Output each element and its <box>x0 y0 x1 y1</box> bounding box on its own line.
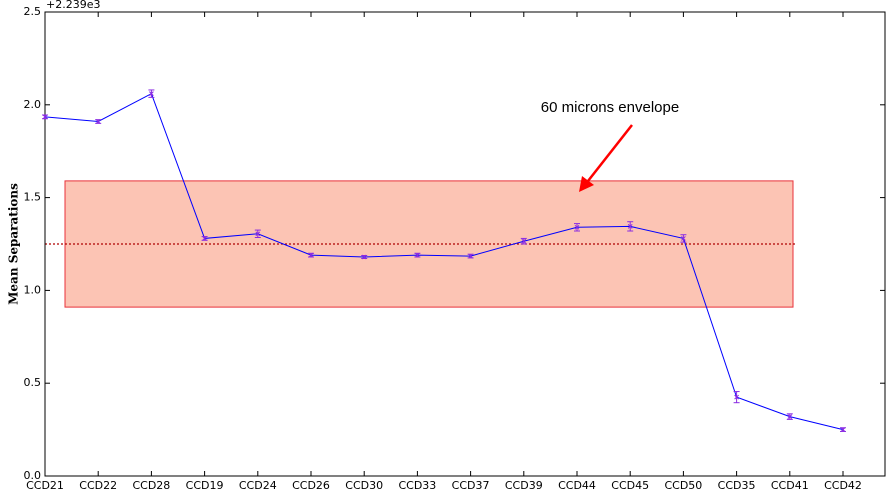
data-point <box>95 119 101 124</box>
data-point <box>840 427 846 432</box>
data-point <box>681 236 686 241</box>
y-axis-label: Mean Separations <box>7 183 21 305</box>
x-tick-label: CCD35 <box>718 479 756 492</box>
data-point <box>787 414 793 419</box>
arrow-head <box>579 176 594 192</box>
data-point <box>42 114 48 120</box>
y-tick-label: 1.5 <box>24 191 42 204</box>
x-tick-label: CCD45 <box>611 479 649 492</box>
x-tick-label: CCD39 <box>505 479 543 492</box>
data-point <box>574 224 580 230</box>
x-tick-label: CCD41 <box>771 479 809 492</box>
x-tick-label: CCD28 <box>132 479 170 492</box>
x-tick-label: CCD37 <box>452 479 490 492</box>
data-point <box>361 254 367 260</box>
y-tick-label: 2.0 <box>24 98 42 111</box>
offset-text: +2.239e3 <box>46 0 100 11</box>
x-tick-label: CCD30 <box>345 479 383 492</box>
data-point <box>734 394 739 400</box>
y-tick-label: 0.0 <box>24 469 42 482</box>
x-tick-label: CCD42 <box>824 479 862 492</box>
x-tick-label: CCD26 <box>292 479 330 492</box>
data-point <box>255 231 261 237</box>
y-tick-label: 1.0 <box>24 283 42 296</box>
x-tick-label: CCD50 <box>664 479 702 492</box>
x-tick-label: CCD19 <box>186 479 224 492</box>
data-point <box>468 253 473 259</box>
plot-frame <box>44 11 886 477</box>
x-tick-label: CCD21 <box>26 479 64 492</box>
data-point <box>149 91 154 97</box>
data-point <box>308 252 314 258</box>
data-point <box>627 224 633 229</box>
arrow-shaft <box>587 124 633 182</box>
series-line <box>44 92 844 431</box>
data-point <box>415 252 420 258</box>
data-point <box>202 236 207 241</box>
y-tick-label: 2.5 <box>24 5 42 18</box>
annotation: 60 microns envelope <box>541 99 679 116</box>
y-tick-label: 0.5 <box>24 376 42 389</box>
x-tick-label: CCD44 <box>558 479 596 492</box>
x-tick-label: CCD22 <box>79 479 117 492</box>
data-point <box>521 238 527 244</box>
x-tick-label: CCD33 <box>398 479 436 492</box>
x-tick-label: CCD24 <box>239 479 277 492</box>
